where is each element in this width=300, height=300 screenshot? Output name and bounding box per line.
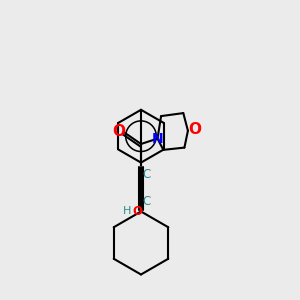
Text: O: O: [188, 122, 201, 137]
Text: H: H: [123, 206, 131, 217]
Text: O: O: [112, 124, 126, 139]
Text: N: N: [152, 132, 163, 145]
Text: O: O: [132, 205, 142, 218]
Text: C: C: [142, 195, 151, 208]
Text: C: C: [142, 168, 151, 181]
